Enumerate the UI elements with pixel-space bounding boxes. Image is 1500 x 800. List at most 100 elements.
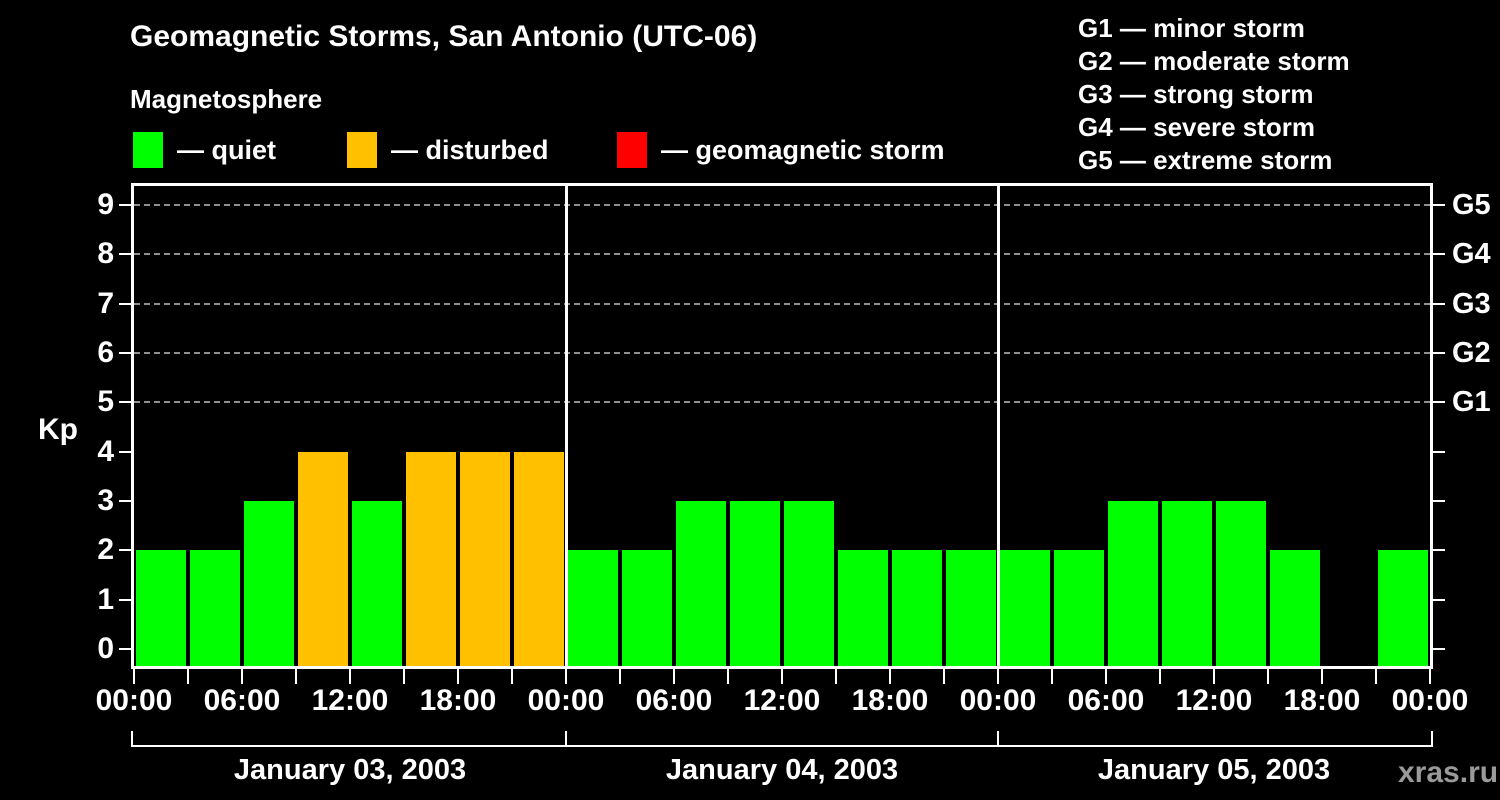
disturbed-color-swatch	[347, 132, 377, 168]
g-legend-line-4: G4 — severe storm	[1078, 112, 1316, 142]
g-level-label: G5	[1452, 188, 1491, 221]
date-bracket-tick	[997, 731, 999, 747]
gridline-kp5	[134, 401, 1430, 404]
x-axis-tick	[403, 669, 405, 684]
g-level-label: G1	[1452, 386, 1491, 419]
date-label: January 05, 2003	[1097, 754, 1331, 786]
x-axis-tick	[619, 669, 621, 684]
legend-item-quiet: — quiet	[133, 131, 276, 169]
x-axis-tick	[295, 669, 297, 684]
time-tick-label: 12:00	[743, 684, 821, 717]
kp-bar	[1270, 550, 1320, 666]
x-axis-tick	[511, 669, 513, 684]
x-axis-tick	[1213, 669, 1215, 684]
y-tick-label: 9	[97, 187, 114, 221]
kp-bar	[352, 501, 402, 666]
right-axis-tick	[1433, 203, 1445, 206]
kp-bar	[190, 550, 240, 666]
g-level-label: G3	[1452, 287, 1491, 320]
y-axis-tick	[119, 253, 131, 256]
x-axis-tick	[673, 669, 675, 684]
watermark: xras.ru	[1398, 756, 1499, 789]
plot-area	[131, 183, 1433, 669]
time-tick-label: 18:00	[1283, 684, 1361, 717]
y-tick-label: 7	[97, 286, 114, 320]
x-axis-tick	[835, 669, 837, 684]
right-axis-tick	[1433, 598, 1445, 601]
date-label: January 04, 2003	[665, 754, 899, 786]
time-tick-label: 18:00	[419, 684, 497, 717]
right-axis-tick	[1433, 401, 1445, 404]
gridline-kp7	[134, 302, 1430, 305]
right-axis-tick	[1433, 648, 1445, 651]
y-axis-tick	[119, 450, 131, 453]
chart-title: Geomagnetic Storms, San Antonio (UTC-06)	[130, 20, 758, 53]
right-axis-tick	[1433, 253, 1445, 256]
time-tick-label: 06:00	[1067, 684, 1145, 717]
x-axis-tick	[1375, 669, 1377, 684]
chart-subtitle: Magnetosphere	[130, 84, 323, 114]
time-tick-label: 00:00	[1391, 684, 1469, 717]
g-level-label: G4	[1452, 238, 1491, 271]
time-tick-label: 06:00	[203, 684, 281, 717]
y-tick-label: 3	[97, 484, 114, 518]
time-tick-label: 12:00	[311, 684, 389, 717]
y-tick-label: 1	[97, 582, 114, 616]
legend-label-storm: — geomagnetic storm	[661, 134, 945, 165]
kp-bar	[244, 501, 294, 666]
y-axis-tick	[119, 302, 131, 305]
gridline-kp6	[134, 351, 1430, 354]
x-axis-tick	[1321, 669, 1323, 684]
kp-bar	[1000, 550, 1050, 666]
y-tick-label: 6	[97, 335, 114, 369]
kp-bar	[1108, 501, 1158, 666]
y-axis-tick	[119, 401, 131, 404]
y-axis-tick	[119, 351, 131, 354]
x-axis-tick	[187, 669, 189, 684]
g-legend-line-1: G1 — minor storm	[1078, 13, 1305, 43]
kp-bar	[676, 501, 726, 666]
time-tick-label: 18:00	[851, 684, 929, 717]
y-axis-label: Kp	[38, 413, 78, 446]
time-tick-label: 00:00	[959, 684, 1037, 717]
right-axis-tick	[1433, 351, 1445, 354]
g-legend-line-5: G5 — extreme storm	[1078, 145, 1333, 175]
day-separator	[564, 186, 568, 666]
y-axis-tick	[119, 598, 131, 601]
x-axis-tick	[241, 669, 243, 684]
legend-label-disturbed: — disturbed	[391, 134, 549, 165]
legend-label-quiet: — quiet	[177, 134, 276, 165]
kp-bar	[1162, 501, 1212, 666]
y-tick-label: 5	[97, 385, 114, 419]
quiet-color-swatch	[133, 132, 163, 168]
y-tick-label: 4	[97, 434, 114, 468]
y-axis-tick	[119, 648, 131, 651]
kp-bar	[730, 501, 780, 666]
time-tick-label: 00:00	[95, 684, 173, 717]
kp-bar	[1216, 501, 1266, 666]
legend-item-storm: — geomagnetic storm	[617, 131, 945, 169]
y-tick-label: 8	[97, 237, 114, 271]
gridline-kp8	[134, 253, 1430, 256]
right-axis-tick	[1433, 549, 1445, 552]
y-axis-tick	[119, 500, 131, 503]
kp-bar	[568, 550, 618, 666]
x-axis-tick	[997, 669, 999, 684]
legend-item-disturbed: — disturbed	[347, 131, 549, 169]
kp-bar	[622, 550, 672, 666]
date-bracket-line	[131, 745, 1433, 747]
x-axis-tick	[1267, 669, 1269, 684]
x-axis-tick	[1429, 669, 1431, 684]
kp-bar	[1378, 550, 1428, 666]
kp-bar	[514, 451, 564, 666]
date-bracket-tick	[1431, 731, 1433, 747]
kp-bar	[460, 451, 510, 666]
kp-bar	[1054, 550, 1104, 666]
x-axis-tick	[565, 669, 567, 684]
y-tick-label: 0	[97, 632, 114, 666]
day-separator	[996, 186, 1000, 666]
x-axis-tick	[727, 669, 729, 684]
right-axis-tick	[1433, 302, 1445, 305]
kp-bar	[784, 501, 834, 666]
